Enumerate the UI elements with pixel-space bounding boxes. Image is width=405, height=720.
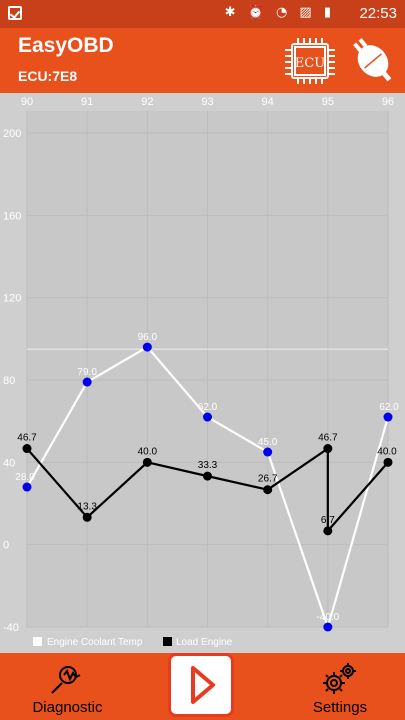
y-tick-label: -40 [3, 622, 19, 634]
load-data-label: 46.7 [318, 433, 338, 444]
settings-gears-icon [323, 663, 356, 694]
nav-diagnostic[interactable]: Diagnostic [20, 659, 115, 717]
coolant-data-point [22, 482, 32, 492]
load-data-label: 6.7 [321, 515, 335, 526]
checkbox-notification-icon [8, 6, 22, 20]
load-data-point [263, 485, 273, 495]
series-load-line [26, 446, 389, 534]
status-icons: ✱ ⏰ ◔ ▨ ▮ [224, 5, 335, 20]
coolant-data-label: 28.0 [15, 472, 35, 483]
connect-plug-button[interactable] [348, 34, 398, 88]
y-tick-label: 80 [3, 375, 15, 387]
legend-load-label: Load Engine [176, 637, 233, 648]
load-data-label: 13.3 [77, 501, 97, 512]
load-data-point [203, 471, 212, 481]
coolant-data-point [383, 412, 393, 422]
x-tick-label: 96 [382, 96, 394, 108]
load-data-point [142, 457, 152, 467]
x-tick-label: 93 [201, 96, 213, 108]
coolant-data-label: 62.0 [198, 402, 218, 413]
app-bar: EasyOBD ECU:7E8 ECU [0, 28, 405, 93]
coolant-data-label: 62.0 [379, 402, 399, 413]
sensor-chart: 90 91 92 93 94 95 96 -40 0 40 80 120 160 200 46.7 13.3 4… [0, 93, 405, 653]
legend-coolant-label: Engine Coolant Temp [47, 637, 143, 648]
load-data-label: 26.7 [258, 474, 278, 485]
ecu-chip-button[interactable]: ECU [283, 36, 337, 86]
legend-load-swatch [163, 637, 172, 646]
load-data-label: 33.3 [198, 460, 218, 471]
load-data-point [82, 512, 92, 522]
coolant-data-label: 79.0 [77, 367, 97, 378]
coolant-data-label: -40.0 [316, 612, 339, 623]
load-data-label: 46.7 [17, 433, 37, 444]
ecu-chip-label: ECU [295, 56, 325, 71]
load-data-label: 40.0 [138, 446, 158, 457]
coolant-data-point [142, 342, 152, 352]
bottom-nav: Diagnostic Settings [0, 653, 405, 720]
x-tick-label: 90 [21, 96, 33, 108]
x-tick-label: 95 [322, 96, 334, 108]
app-title: EasyOBD [18, 34, 114, 57]
load-data-point [22, 444, 32, 454]
status-time: 22:53 [359, 5, 397, 22]
diagnostic-probe-icon [51, 666, 81, 694]
x-tick-label: 94 [262, 96, 274, 108]
legend-coolant-swatch [33, 637, 42, 646]
y-tick-label: 160 [3, 210, 21, 222]
coolant-data-point [323, 622, 333, 632]
nav-settings-label: Settings [312, 699, 368, 716]
load-data-point [383, 457, 393, 467]
x-tick-label: 91 [81, 96, 93, 108]
load-data-point [323, 444, 333, 454]
nav-diagnostic-label: Diagnostic [32, 699, 103, 716]
y-tick-label: 40 [3, 457, 15, 469]
chart-svg: 90 91 92 93 94 95 96 -40 0 40 80 120 160 200 46.7 13.3 4… [3, 96, 399, 648]
y-tick-label: 120 [3, 293, 21, 305]
load-data-label: 40.0 [377, 446, 397, 457]
nav-settings[interactable]: Settings [300, 659, 380, 717]
ecu-address: ECU:7E8 [18, 68, 78, 84]
coolant-data-point [82, 377, 92, 387]
load-data-point [323, 526, 333, 536]
ecu-chip-icon: ECU [285, 38, 335, 84]
x-tick-label: 92 [141, 96, 153, 108]
play-icon [191, 666, 215, 704]
y-tick-label: 200 [3, 128, 21, 140]
coolant-data-label: 45.0 [258, 437, 278, 448]
status-bar: ✱ ⏰ ◔ ▨ ▮ 22:53 [0, 0, 405, 28]
coolant-data-label: 96.0 [138, 332, 158, 343]
start-play-button[interactable] [168, 653, 234, 717]
coolant-data-point [263, 447, 273, 457]
plug-connector-icon [353, 37, 392, 82]
coolant-data-point [203, 412, 212, 422]
y-tick-label: 0 [3, 540, 9, 552]
